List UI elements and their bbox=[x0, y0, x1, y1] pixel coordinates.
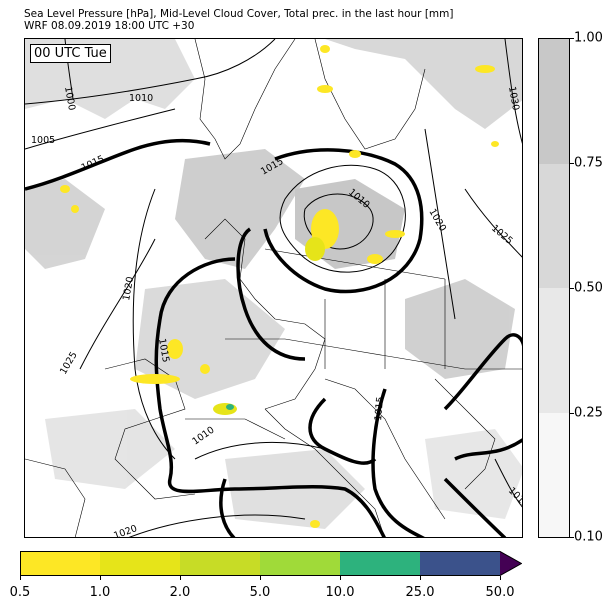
tick-mark bbox=[340, 576, 341, 580]
isobar-label: 1025 bbox=[489, 223, 515, 247]
tick-mark bbox=[100, 576, 101, 580]
precip-band bbox=[20, 551, 100, 576]
isobar-label: 1030 bbox=[506, 86, 521, 112]
cloud-band bbox=[539, 163, 569, 288]
isobar-label: 1020 bbox=[426, 207, 448, 233]
precip-tick-label: 50.0 bbox=[485, 585, 515, 600]
tick-mark bbox=[420, 576, 421, 580]
tick-mark bbox=[180, 576, 181, 580]
precip-band bbox=[420, 551, 500, 576]
precip-tick-label: 10.0 bbox=[325, 585, 355, 600]
cloud-cover-colorbar bbox=[538, 38, 570, 538]
isobar-label: 1000 bbox=[62, 86, 77, 112]
precipitation bbox=[60, 45, 499, 528]
precip-band bbox=[180, 551, 260, 576]
weather-map: 1000 1010 1030 1005 1015 1015 1010 1020 … bbox=[24, 38, 523, 538]
tick-mark bbox=[570, 413, 574, 414]
isobars-thin bbox=[25, 39, 522, 537]
cloud-tick-label: 0.25 bbox=[574, 405, 603, 421]
isobar-1015 bbox=[25, 138, 522, 537]
cloud-tick-label: 0.50 bbox=[574, 280, 603, 296]
isobar-label: 1020 bbox=[121, 276, 136, 302]
precip-band bbox=[340, 551, 420, 576]
cloud-band bbox=[539, 412, 569, 537]
precip-band bbox=[100, 551, 180, 576]
chart-title: Sea Level Pressure [hPa], Mid-Level Clou… bbox=[24, 8, 454, 20]
cloud-band bbox=[539, 39, 569, 164]
isobar-label: 1005 bbox=[31, 135, 55, 146]
isobar-label: 1025 bbox=[58, 350, 80, 376]
cloud-tick-label: 0.10 bbox=[574, 529, 603, 545]
cloud-tick-label: 1.00 bbox=[574, 30, 603, 46]
chart-subtitle: WRF 08.09.2019 18:00 UTC +30 bbox=[24, 20, 195, 32]
map-canvas: 1000 1010 1030 1005 1015 1015 1010 1020 … bbox=[25, 39, 522, 537]
tick-mark bbox=[260, 576, 261, 580]
precip-band bbox=[260, 551, 340, 576]
isobar-label: 1010 bbox=[190, 425, 216, 448]
tick-mark bbox=[570, 38, 574, 39]
tick-mark bbox=[570, 537, 574, 538]
tick-mark bbox=[500, 576, 501, 580]
cloud-cover-shading bbox=[25, 39, 522, 529]
precip-tick-label: 2.0 bbox=[169, 585, 191, 600]
time-stamp: 00 UTC Tue bbox=[30, 44, 111, 63]
precip-colorbar bbox=[20, 551, 522, 576]
isobar-label: 1015 bbox=[373, 396, 386, 421]
cloud-tick-label: 0.75 bbox=[574, 155, 603, 171]
tick-mark bbox=[570, 163, 574, 164]
precip-tick-label: 25.0 bbox=[405, 585, 435, 600]
precip-extend-arrow bbox=[500, 551, 522, 576]
precip-tick-label: 0.5 bbox=[9, 585, 31, 600]
precip-tick-label: 1.0 bbox=[89, 585, 111, 600]
isobar-label: 1010 bbox=[129, 93, 153, 104]
isobar-label: 1015 bbox=[156, 338, 171, 364]
isobar-label: 1015 bbox=[80, 154, 107, 174]
coastlines bbox=[25, 39, 522, 537]
precip-tick-label: 5.0 bbox=[249, 585, 271, 600]
cloud-band bbox=[539, 288, 569, 413]
tick-mark bbox=[20, 576, 21, 580]
tick-mark bbox=[570, 288, 574, 289]
